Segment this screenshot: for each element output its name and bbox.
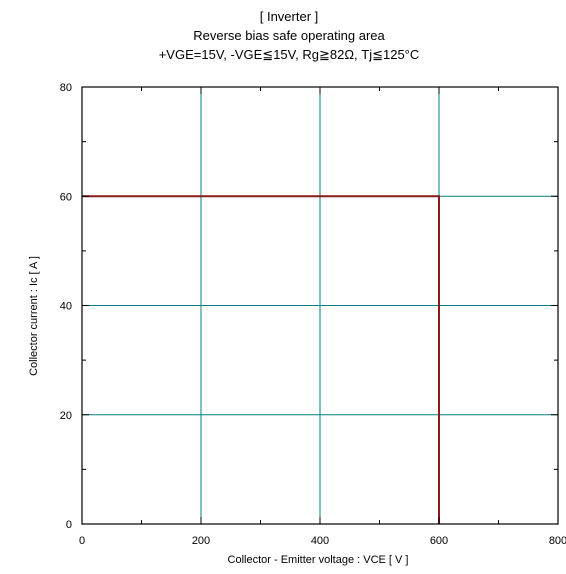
x-tick-label-0: 0 [79, 535, 85, 547]
x-tick-label-600: 600 [430, 535, 448, 547]
chart-title-line-3: +VGE=15V, -VGE≦15V, Rg≧82Ω, Tj≦125°C [158, 47, 420, 62]
rbsoa-boundary-line-0 [82, 195, 440, 524]
grid-layer [82, 87, 558, 524]
y-tick-label-20: 20 [60, 410, 72, 422]
y-tick-label-60: 60 [60, 191, 72, 203]
y-tick-label-80: 80 [60, 82, 72, 94]
x-tick-label-200: 200 [192, 535, 210, 547]
y-tick-label-40: 40 [60, 301, 72, 313]
tick-label-layer: 0 200 400 600 800 0 20 40 60 80 [60, 82, 566, 547]
series-layer [82, 195, 440, 524]
tick-layer [81, 86, 559, 525]
x-axis-label: Collector - Emitter voltage : VCE [ V ] [227, 554, 409, 566]
x-tick-label-800: 800 [549, 535, 566, 547]
chart-title-line-2: Reverse bias safe operating area [193, 28, 385, 43]
y-tick-label-0: 0 [66, 519, 72, 531]
chart-title-line-1: [ Inverter ] [259, 9, 319, 24]
y-axis-label: Collector current : Ic [ A ] [28, 256, 40, 376]
x-tick-label-400: 400 [311, 535, 329, 547]
